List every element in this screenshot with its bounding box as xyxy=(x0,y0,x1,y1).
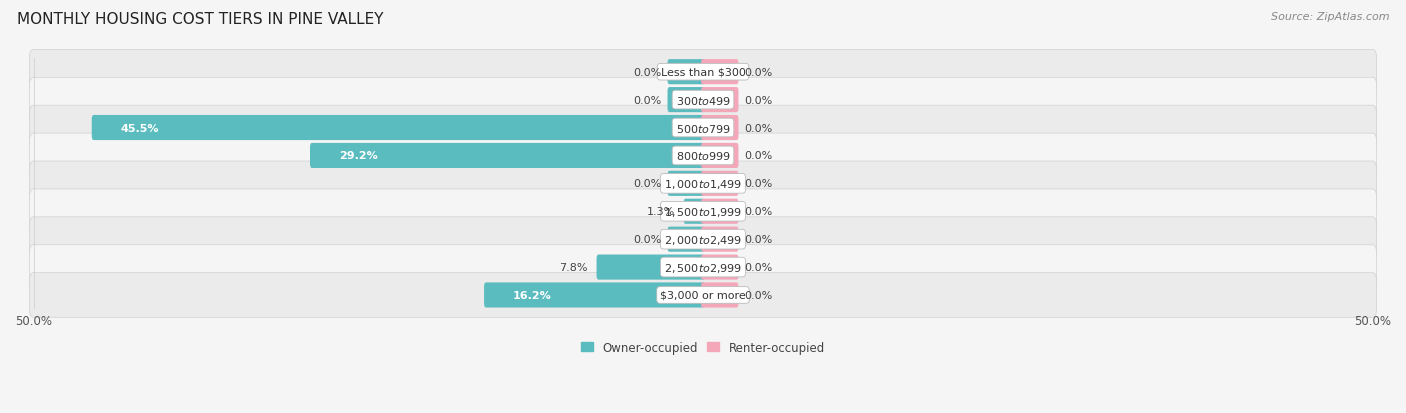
Text: Less than $300: Less than $300 xyxy=(661,68,745,78)
Text: 0.0%: 0.0% xyxy=(633,95,661,105)
Text: $2,500 to $2,999: $2,500 to $2,999 xyxy=(664,261,742,274)
Text: $2,000 to $2,499: $2,000 to $2,499 xyxy=(664,233,742,246)
Text: 0.0%: 0.0% xyxy=(633,68,661,78)
FancyBboxPatch shape xyxy=(702,116,738,141)
Text: $1,000 to $1,499: $1,000 to $1,499 xyxy=(664,178,742,190)
FancyBboxPatch shape xyxy=(30,78,1376,123)
FancyBboxPatch shape xyxy=(702,255,738,280)
Text: 0.0%: 0.0% xyxy=(745,123,773,133)
FancyBboxPatch shape xyxy=(30,190,1376,234)
FancyBboxPatch shape xyxy=(683,199,704,224)
Text: 0.0%: 0.0% xyxy=(633,235,661,244)
Text: 45.5%: 45.5% xyxy=(121,123,159,133)
FancyBboxPatch shape xyxy=(702,144,738,169)
Text: 0.0%: 0.0% xyxy=(745,68,773,78)
FancyBboxPatch shape xyxy=(702,227,738,252)
FancyBboxPatch shape xyxy=(668,60,704,85)
Text: 29.2%: 29.2% xyxy=(339,151,378,161)
Text: 7.8%: 7.8% xyxy=(560,262,588,273)
Text: $300 to $499: $300 to $499 xyxy=(675,95,731,107)
Text: 0.0%: 0.0% xyxy=(745,290,773,300)
Text: $500 to $799: $500 to $799 xyxy=(675,122,731,134)
FancyBboxPatch shape xyxy=(668,227,704,252)
Text: 0.0%: 0.0% xyxy=(745,262,773,273)
Text: $800 to $999: $800 to $999 xyxy=(675,150,731,162)
Text: 16.2%: 16.2% xyxy=(513,290,551,300)
FancyBboxPatch shape xyxy=(596,255,704,280)
FancyBboxPatch shape xyxy=(30,134,1376,178)
FancyBboxPatch shape xyxy=(702,88,738,113)
FancyBboxPatch shape xyxy=(309,144,704,169)
FancyBboxPatch shape xyxy=(30,106,1376,150)
FancyBboxPatch shape xyxy=(30,217,1376,262)
Text: 0.0%: 0.0% xyxy=(745,95,773,105)
Text: 0.0%: 0.0% xyxy=(633,179,661,189)
FancyBboxPatch shape xyxy=(702,171,738,197)
FancyBboxPatch shape xyxy=(668,171,704,197)
Text: MONTHLY HOUSING COST TIERS IN PINE VALLEY: MONTHLY HOUSING COST TIERS IN PINE VALLE… xyxy=(17,12,384,27)
Legend: Owner-occupied, Renter-occupied: Owner-occupied, Renter-occupied xyxy=(576,336,830,358)
FancyBboxPatch shape xyxy=(30,161,1376,206)
Text: 0.0%: 0.0% xyxy=(745,207,773,217)
FancyBboxPatch shape xyxy=(30,50,1376,95)
FancyBboxPatch shape xyxy=(30,245,1376,290)
Text: 0.0%: 0.0% xyxy=(745,235,773,244)
FancyBboxPatch shape xyxy=(30,273,1376,318)
Text: $3,000 or more: $3,000 or more xyxy=(661,290,745,300)
Text: 0.0%: 0.0% xyxy=(745,151,773,161)
FancyBboxPatch shape xyxy=(668,88,704,113)
FancyBboxPatch shape xyxy=(702,60,738,85)
Text: Source: ZipAtlas.com: Source: ZipAtlas.com xyxy=(1271,12,1389,22)
Text: $1,500 to $1,999: $1,500 to $1,999 xyxy=(664,205,742,218)
FancyBboxPatch shape xyxy=(91,116,704,141)
FancyBboxPatch shape xyxy=(484,283,704,308)
FancyBboxPatch shape xyxy=(702,199,738,224)
Text: 0.0%: 0.0% xyxy=(745,179,773,189)
FancyBboxPatch shape xyxy=(702,283,738,308)
Text: 1.3%: 1.3% xyxy=(647,207,675,217)
